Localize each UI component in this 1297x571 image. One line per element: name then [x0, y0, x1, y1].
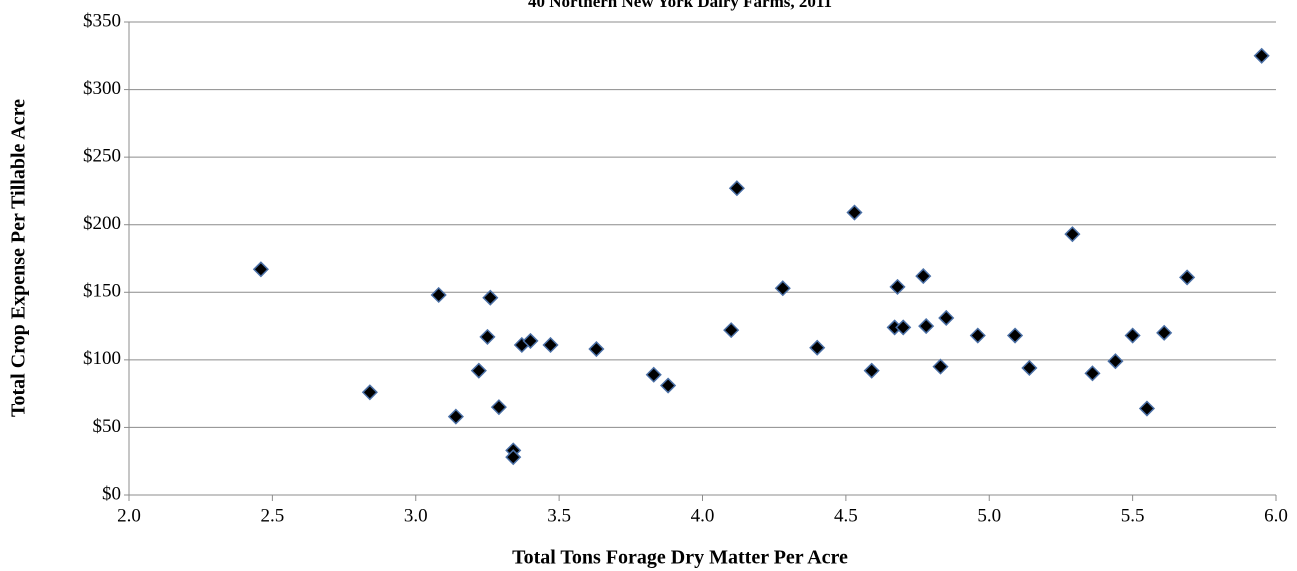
- point: [1179, 269, 1196, 286]
- x-tick-label: 2.0: [117, 505, 141, 526]
- point: [723, 322, 740, 339]
- point: [1124, 327, 1141, 344]
- point: [1021, 359, 1038, 377]
- x-tick-label: 5.5: [1121, 505, 1145, 526]
- chart-title: 40 Northern New York Dairy Farms, 2011: [528, 0, 832, 11]
- point: [915, 268, 932, 285]
- y-tick-label: $100: [83, 348, 121, 369]
- point: [1084, 365, 1101, 382]
- point: [505, 449, 522, 466]
- y-tick-label: $300: [83, 78, 121, 99]
- point: [479, 328, 496, 345]
- point: [889, 278, 906, 295]
- point: [660, 377, 677, 394]
- point: [430, 286, 447, 304]
- point: [809, 339, 826, 356]
- point: [1107, 353, 1124, 370]
- point: [1064, 226, 1081, 243]
- point: [938, 309, 955, 327]
- point: [774, 280, 791, 297]
- point: [252, 261, 269, 278]
- y-axis-title: Total Crop Expense Per Tillable Acre: [8, 99, 30, 417]
- point: [447, 408, 464, 425]
- point: [645, 366, 662, 383]
- x-tick-label: 4.5: [834, 505, 858, 526]
- point: [863, 362, 880, 379]
- point: [490, 399, 507, 416]
- point: [361, 384, 378, 401]
- point: [846, 204, 863, 221]
- y-tick-label: $250: [83, 146, 121, 167]
- point: [918, 318, 935, 335]
- point: [1253, 47, 1270, 64]
- x-axis-title: Total Tons Forage Dry Matter Per Acre: [512, 547, 848, 569]
- x-tick-label: 3.0: [404, 505, 428, 526]
- y-tick-label: $150: [83, 281, 121, 302]
- point: [932, 358, 949, 375]
- point: [482, 289, 499, 306]
- point: [1006, 327, 1024, 344]
- x-tick-label: 4.0: [691, 505, 715, 526]
- point: [522, 332, 539, 349]
- point: [895, 319, 912, 336]
- x-tick-label: 6.0: [1264, 505, 1288, 526]
- point: [588, 340, 605, 358]
- point: [969, 327, 986, 344]
- point: [542, 336, 559, 354]
- y-tick-label: $200: [83, 213, 121, 234]
- y-tick-label: $0: [102, 483, 121, 504]
- x-tick-label: 5.0: [977, 505, 1001, 526]
- point: [1156, 324, 1173, 341]
- point: [1138, 400, 1156, 417]
- point: [470, 362, 487, 379]
- point: [728, 180, 745, 197]
- y-tick-label: $50: [93, 416, 122, 437]
- x-tick-label: 3.5: [547, 505, 571, 526]
- y-tick-label: $350: [83, 10, 121, 31]
- x-tick-label: 2.5: [261, 505, 285, 526]
